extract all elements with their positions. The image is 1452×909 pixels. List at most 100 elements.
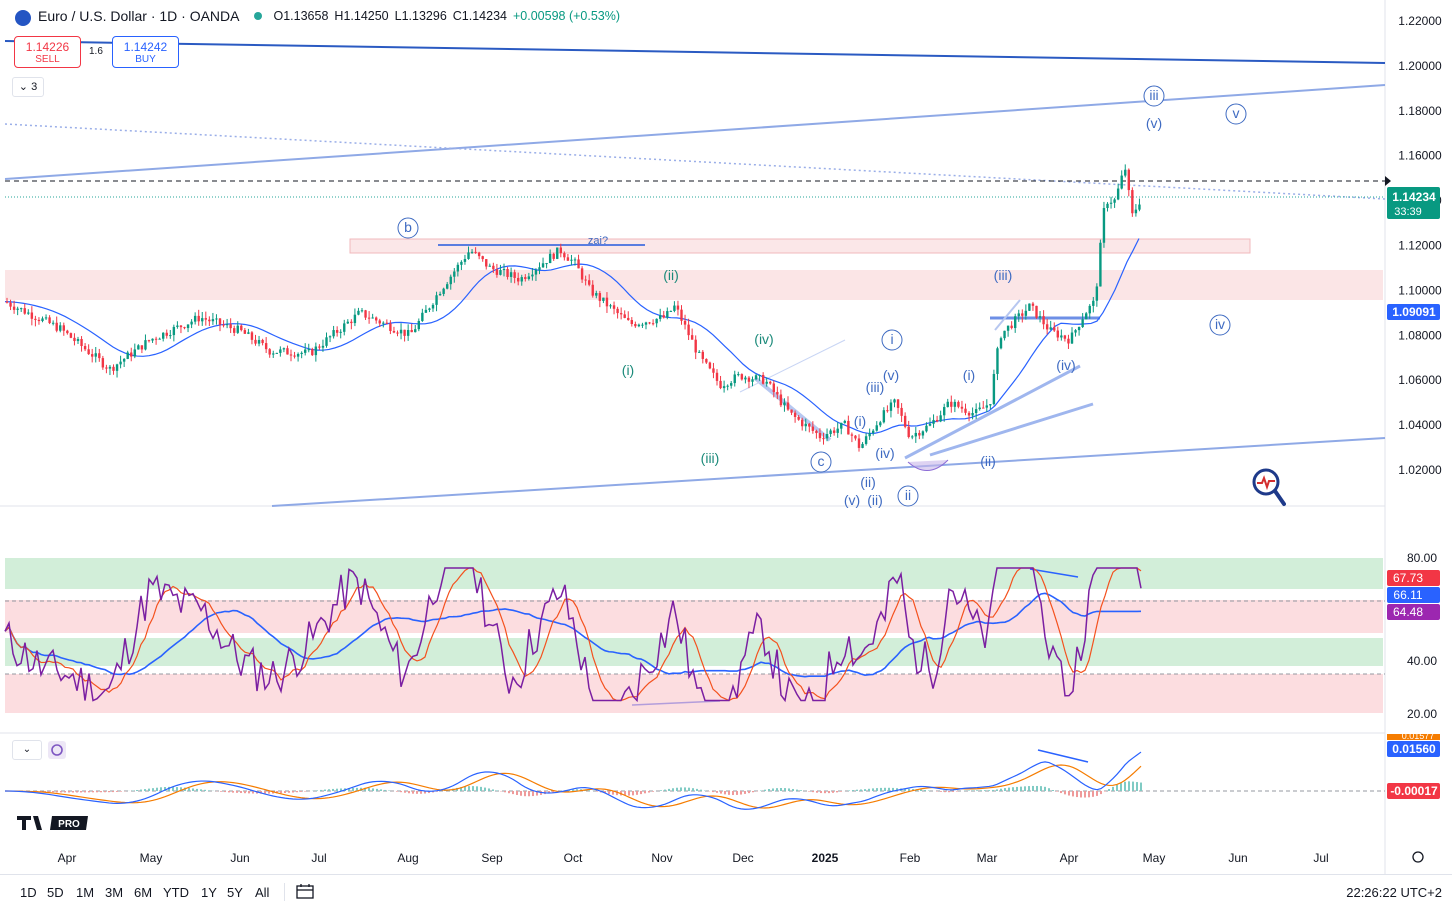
candle-body — [712, 368, 715, 373]
candle-body — [634, 324, 637, 327]
wave-label-circle — [897, 485, 919, 507]
tradingview-logo-icon: PRO — [17, 816, 88, 830]
wave-label: (ii) — [860, 474, 876, 490]
range-1y[interactable]: 1Y — [201, 885, 217, 900]
candle-body — [999, 338, 1003, 349]
candle-body — [307, 349, 310, 351]
candle-body — [328, 336, 332, 338]
candle-body — [80, 339, 83, 347]
candle-body — [112, 366, 115, 371]
candle-body — [896, 399, 900, 408]
candle-body — [676, 305, 680, 310]
wave-label: (ii) — [980, 453, 996, 469]
candle-body — [371, 317, 374, 319]
magnifier-icon[interactable] — [1252, 468, 1286, 508]
calendar-icon[interactable] — [296, 883, 314, 899]
candle-body — [1070, 332, 1074, 344]
buy-price: 1.14242 — [123, 40, 168, 54]
candle-body — [605, 297, 609, 307]
candle-body — [875, 425, 878, 431]
candle-body — [967, 412, 971, 416]
symbol-title[interactable]: Euro / U.S. Dollar · 1D · OANDA — [38, 8, 240, 24]
eur-flag-icon — [15, 10, 31, 26]
candle-body — [144, 340, 147, 350]
sell-label: SELL — [35, 54, 60, 65]
candle-body — [836, 428, 839, 433]
candle-body — [978, 407, 981, 410]
candle-body — [751, 379, 754, 382]
settings-gear-icon[interactable] — [1412, 851, 1424, 863]
candle-body — [1067, 338, 1070, 344]
candle-body — [499, 270, 502, 275]
candle-body — [147, 340, 151, 342]
buy-button[interactable]: 1.14242 BUY — [112, 36, 179, 68]
symbol-legend[interactable]: Euro / U.S. Dollar · 1D · OANDA O1.13658… — [14, 8, 620, 24]
candle-body — [73, 337, 76, 342]
candle-body — [240, 325, 243, 331]
candle-body — [648, 322, 651, 324]
candle-body — [446, 284, 449, 289]
ma-price-label-bg — [1387, 304, 1440, 320]
candle-body — [215, 318, 218, 320]
candle-body — [1060, 335, 1063, 338]
rsi-upper-mid-zone — [5, 600, 1383, 633]
candle-body — [250, 332, 254, 340]
sell-button[interactable]: 1.14226 SELL — [14, 36, 81, 68]
candle-body — [1074, 330, 1077, 333]
candle-body — [737, 374, 740, 376]
candle-body — [55, 322, 58, 331]
candle-body — [154, 338, 158, 340]
candle-body — [1035, 305, 1038, 318]
candle-body — [524, 277, 527, 279]
candle-body — [722, 386, 726, 389]
pane-collapse-button[interactable]: ⌄ — [12, 740, 42, 760]
clock[interactable]: 22:26:22 UTC+2 — [1346, 885, 1442, 900]
candle-body — [279, 349, 282, 353]
candle-body — [9, 302, 12, 307]
candle-body — [162, 332, 165, 339]
candle-body — [935, 419, 939, 422]
candle-body — [591, 284, 594, 296]
range-ytd[interactable]: YTD — [163, 885, 189, 900]
candle-body — [715, 372, 719, 381]
wave-label: (i) — [854, 413, 866, 429]
candle-body — [314, 346, 318, 356]
time-axis: Apr May Jun Jul Aug Sep Oct Nov Dec 2025 Feb Mar Apr… — [58, 851, 1329, 865]
candle-body — [229, 324, 232, 329]
range-5y[interactable]: 5Y — [227, 885, 243, 900]
range-1m[interactable]: 1M — [76, 885, 95, 900]
range-all[interactable]: All — [255, 885, 270, 900]
wedge-line-1 — [904, 364, 1081, 460]
candle-body — [1010, 325, 1013, 329]
candle-body — [442, 288, 445, 294]
chevron-down-icon: ⌄ — [18, 81, 29, 93]
candle-body — [1120, 175, 1123, 189]
candle-body — [1099, 242, 1102, 287]
candle-body — [1031, 303, 1035, 306]
candle-body — [612, 305, 616, 309]
candle-body — [208, 319, 211, 322]
refresh-icon[interactable] — [48, 741, 66, 759]
candle-body — [272, 353, 275, 355]
time-tick-label: Oct — [564, 851, 583, 865]
range-3m[interactable]: 3M — [105, 885, 124, 900]
indicators-toggle[interactable]: ⌄ 3 — [12, 77, 44, 97]
price-tick-label: 1.04000 — [1398, 418, 1442, 432]
ohlc-open: O1.13658 — [273, 9, 329, 23]
candle-body — [903, 415, 907, 427]
candle-body — [296, 353, 300, 357]
candle-body — [517, 277, 520, 282]
range-1d[interactable]: 1D — [20, 885, 37, 900]
candle-body — [655, 318, 658, 324]
range-6m[interactable]: 6M — [134, 885, 153, 900]
candle-body — [414, 329, 417, 333]
range-5d[interactable]: 5D — [47, 885, 64, 900]
candle-body — [918, 432, 921, 436]
candle-body — [261, 339, 264, 344]
candle-body — [793, 412, 797, 417]
candle-body — [893, 399, 896, 403]
candle-body — [1077, 326, 1081, 331]
candle-body — [761, 374, 765, 384]
